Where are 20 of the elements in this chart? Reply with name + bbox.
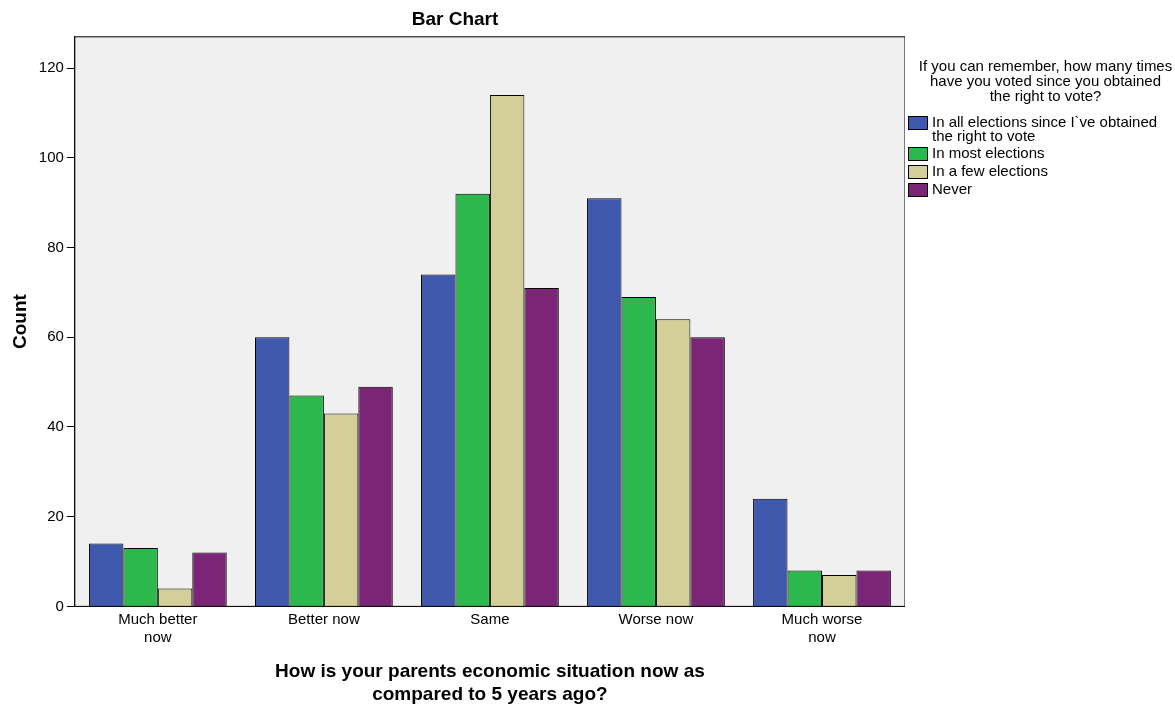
y-tick-label: 80 [47, 237, 64, 255]
y-tick-label: 40 [47, 417, 64, 435]
x-tick-label: Worse now [618, 609, 694, 627]
legend-label: In most elections [932, 144, 1045, 161]
legend-label: In a few elections [932, 162, 1048, 179]
y-tick-label: 20 [47, 506, 64, 524]
y-tick-label: 60 [47, 327, 64, 345]
x-tick-label: Better now [288, 609, 360, 627]
legend-title: If you can remember, how many times have you voted since you obtained the right to vote? [917, 57, 1173, 104]
x-tick-label: Much worse now [781, 609, 863, 645]
y-axis-title: Count [8, 293, 30, 350]
y-tick-label: 0 [55, 596, 64, 614]
legend-label: In all elections since I`ve obtained the right to vote [932, 113, 1159, 144]
y-tick-label: 120 [38, 58, 64, 76]
x-axis-title: How is your parents economic situation now as compared to 5 years ago? [275, 660, 705, 704]
y-tick-label: 100 [38, 148, 64, 166]
x-tick-label: Same [470, 609, 510, 627]
x-tick-label: Much better now [118, 609, 198, 645]
chart-title: Bar Chart [411, 7, 499, 29]
legend-label: Never [932, 180, 973, 197]
